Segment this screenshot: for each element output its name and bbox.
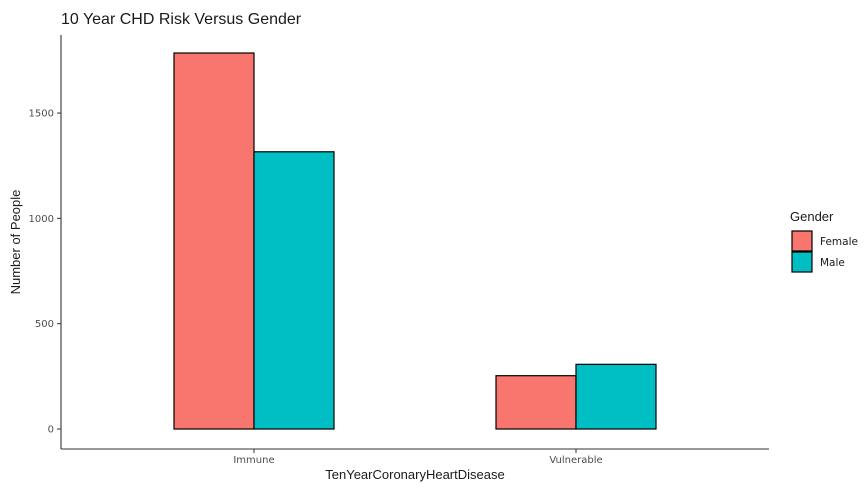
plot-area: [173, 52, 657, 430]
chart-title: 10 Year CHD Risk Versus Gender: [61, 11, 302, 28]
bar-vulnerable-male: [575, 363, 657, 430]
y-tick-label: 1000: [29, 214, 54, 225]
y-tick-label: 1500: [29, 109, 54, 120]
x-axis-ticks: Immune Vulnerable: [233, 449, 603, 466]
x-axis-title: TenYearCoronaryHeartDisease: [325, 467, 504, 482]
legend-items: Female Male: [791, 230, 858, 273]
legend-title: Gender: [790, 209, 834, 224]
legend-key-female: [791, 230, 813, 252]
legend: Gender Female Male: [790, 209, 858, 273]
legend-label-male: Male: [820, 257, 845, 269]
y-axis-ticks: 0 500 1000 1500: [29, 109, 61, 436]
y-tick-label: 500: [35, 319, 54, 330]
y-tick-label: 0: [48, 425, 54, 436]
bar-immune-female: [173, 52, 255, 430]
bar-vulnerable-female: [495, 375, 577, 430]
bar-immune-male: [253, 151, 335, 430]
legend-label-female: Female: [820, 236, 858, 248]
x-tick-label: Vulnerable: [549, 455, 602, 466]
x-tick-label: Immune: [233, 455, 274, 466]
y-axis-title: Number of People: [8, 190, 23, 295]
legend-key-male: [791, 251, 813, 273]
